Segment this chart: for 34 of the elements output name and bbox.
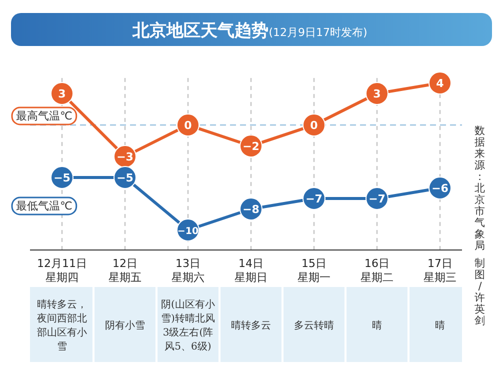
series-label: 最高气温℃ (16, 110, 72, 122)
text: 阴(山区有小雪)转晴北风3级左右(阵风5、6级) (161, 298, 215, 352)
x-tick-label: 13日星期六 (172, 257, 204, 284)
x-tick-label: 15日星期一 (298, 257, 330, 284)
data-label: 0 (310, 119, 318, 132)
data-label: −5 (116, 172, 134, 184)
text: 晴转多云，夜间西部北部山区有小雪 (37, 298, 87, 352)
text: 晴 (435, 320, 445, 332)
x-tick-label: 17日星期三 (424, 257, 456, 284)
chart-subtitle: (12月9日17时发布) (268, 26, 368, 39)
data-label: 3 (58, 88, 66, 100)
data-label: 4 (436, 77, 444, 90)
text: 晴 (372, 320, 382, 332)
x-tick-label: 14日星期日 (234, 257, 268, 284)
series-label: 最低气温℃ (16, 200, 72, 212)
data-label: −7 (368, 192, 386, 206)
chart-title: 北京地区天气趋势 (132, 21, 269, 41)
text: 制图/许英剑 (474, 256, 486, 327)
text: 阴有小雪 (105, 320, 145, 332)
data-label: −2 (242, 140, 260, 153)
x-tick-label: 12日星期五 (108, 257, 142, 284)
data-label: −3 (116, 150, 134, 164)
text: 多云转晴 (294, 320, 334, 332)
data-label: −6 (432, 182, 449, 195)
data-label: 0 (184, 119, 192, 132)
x-tick-label: 12月11日星期四 (37, 257, 87, 284)
data-label: 3 (373, 88, 381, 100)
data-label: −10 (177, 226, 199, 237)
text: 晴转多云 (231, 320, 271, 332)
data-label: −5 (54, 172, 70, 184)
x-tick-label: 16日星期二 (360, 257, 394, 284)
data-label: −8 (242, 203, 260, 216)
text: 数据来源：北京市气象局 (474, 125, 486, 252)
data-label: −7 (306, 192, 322, 206)
